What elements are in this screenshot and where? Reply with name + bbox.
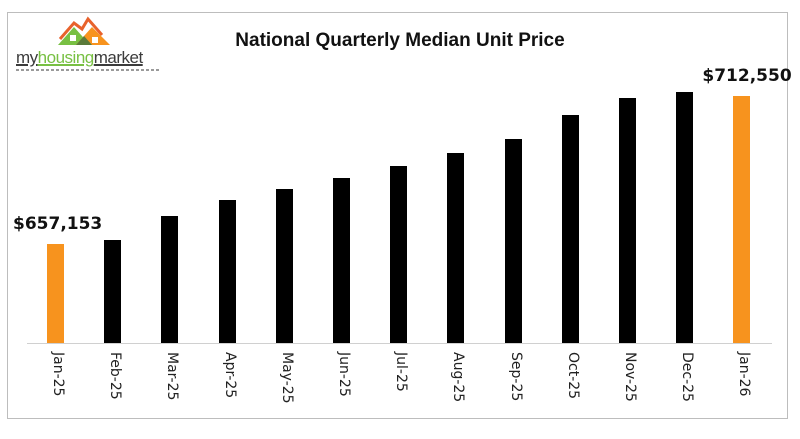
x-tick-text: Aug-25 bbox=[450, 352, 467, 403]
x-tick-text: Feb-25 bbox=[107, 352, 124, 400]
chart-title: National Quarterly Median Unit Price bbox=[235, 30, 565, 51]
logo-tagline bbox=[16, 69, 161, 71]
x-tick-label: Jan-25 bbox=[48, 352, 68, 422]
x-tick-label: Jun-25 bbox=[334, 352, 354, 422]
x-tick-label: Jan-26 bbox=[734, 352, 754, 422]
x-tick-text: Mar-25 bbox=[164, 352, 181, 401]
x-tick-text: Jul-25 bbox=[393, 352, 410, 392]
house-icon bbox=[58, 16, 110, 45]
x-tick-text: Jan-25 bbox=[50, 352, 66, 397]
x-tick-label: Mar-25 bbox=[162, 352, 182, 422]
x-tick-text: Sep-25 bbox=[507, 352, 524, 402]
bar-aug-25 bbox=[447, 153, 465, 343]
bar-oct-25 bbox=[561, 114, 579, 343]
x-tick-text: May-25 bbox=[278, 352, 295, 404]
bar-jul-25 bbox=[390, 165, 408, 343]
x-tick-text: Nov-25 bbox=[622, 352, 638, 402]
x-tick-text: Dec-25 bbox=[679, 352, 696, 402]
myhousingmarket-logo: myhousingmarket bbox=[12, 15, 162, 75]
x-tick-label: Feb-25 bbox=[105, 352, 125, 422]
bar-jan-25 bbox=[47, 243, 64, 343]
bar-jan-26 bbox=[733, 95, 751, 343]
bar-nov-25 bbox=[619, 98, 636, 343]
x-tick-text: Apr-25 bbox=[221, 352, 238, 399]
bar-jun-25 bbox=[333, 177, 350, 343]
x-tick-label: Oct-25 bbox=[563, 352, 583, 422]
x-tick-label: Dec-25 bbox=[677, 352, 697, 422]
x-tick-label: May-25 bbox=[277, 352, 297, 422]
data-label-jan-26: $712,550 bbox=[702, 65, 792, 86]
x-axis-line bbox=[27, 343, 772, 344]
bar-may-25 bbox=[275, 188, 293, 343]
data-label-jan-25: $657,153 bbox=[13, 213, 103, 234]
bar-apr-25 bbox=[218, 200, 236, 343]
x-tick-text: Jun-25 bbox=[336, 352, 352, 397]
logo-wordmark: myhousingmarket bbox=[16, 48, 143, 67]
bar-dec-25 bbox=[676, 92, 694, 343]
bar-sep-25 bbox=[504, 139, 522, 343]
x-tick-label: Sep-25 bbox=[506, 352, 526, 422]
x-tick-label: Apr-25 bbox=[220, 352, 240, 422]
x-tick-text: Oct-25 bbox=[564, 352, 581, 400]
bar-feb-25 bbox=[104, 239, 122, 343]
x-tick-text: Jan-26 bbox=[736, 352, 753, 397]
x-tick-label: Aug-25 bbox=[448, 352, 468, 422]
x-tick-label: Nov-25 bbox=[620, 352, 640, 422]
bar-mar-25 bbox=[161, 216, 179, 343]
x-tick-label: Jul-25 bbox=[391, 352, 411, 422]
